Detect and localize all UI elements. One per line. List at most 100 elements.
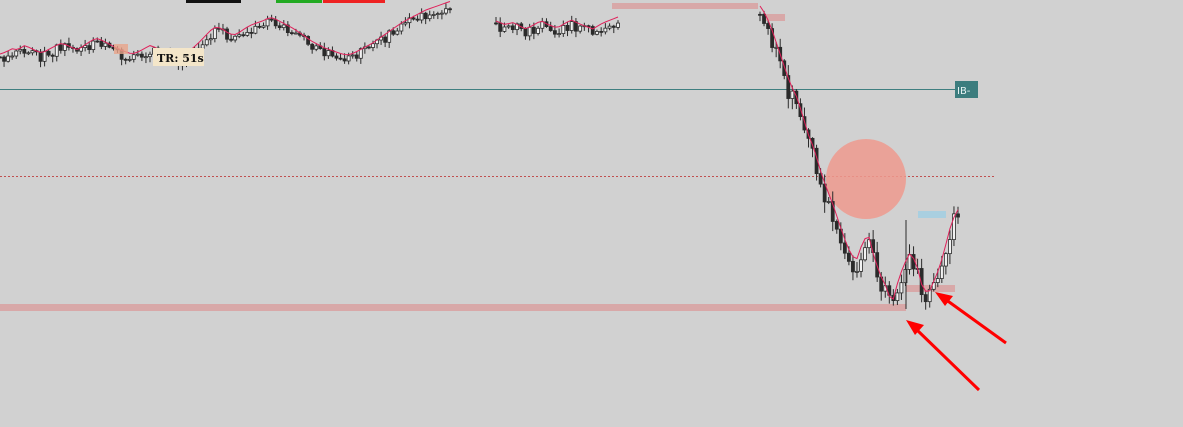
candle-body (367, 46, 371, 49)
candle-body (30, 50, 35, 54)
candle-body (502, 26, 507, 32)
candle-body (810, 137, 815, 149)
candle-body (590, 26, 595, 35)
candle-body (786, 75, 791, 99)
candle-body (935, 278, 940, 283)
candle-body (6, 55, 11, 62)
moving-average-line (759, 5, 959, 300)
moving-average-line (0, 1, 451, 59)
moving-average-line (495, 16, 619, 30)
candle-body (245, 31, 250, 36)
timer-tag-text: TR: 51s (157, 52, 204, 65)
candle-body (225, 28, 229, 40)
candle-body (257, 25, 262, 28)
candle-body (846, 252, 851, 262)
candle-body (281, 24, 286, 29)
candle-body (342, 58, 347, 62)
candle-body (444, 8, 448, 14)
candle-body (586, 25, 591, 28)
candle-body (46, 50, 51, 56)
candle-body (277, 25, 282, 29)
candle-body (237, 34, 242, 37)
candle-body (62, 43, 67, 51)
candle-body (948, 239, 952, 255)
candle-body (310, 43, 315, 50)
candle-body (830, 201, 835, 222)
candle-body (58, 44, 63, 51)
candle-body (439, 12, 444, 15)
candle-body (269, 18, 274, 21)
candle-body (285, 24, 290, 33)
candle-body (802, 116, 807, 131)
candle-body (91, 40, 96, 51)
candle-body (322, 48, 327, 57)
candle-body (448, 8, 452, 11)
candle-body (358, 48, 363, 59)
candle-body (38, 51, 43, 62)
candle-body (144, 56, 148, 59)
candle-body (770, 28, 775, 48)
candle-body (527, 26, 532, 37)
ib-label-text: IB- (957, 86, 971, 97)
small-zone-top (763, 14, 785, 21)
candlestick-series (0, 3, 960, 310)
candle-body (0, 56, 2, 59)
candle-body (758, 13, 762, 16)
candle-body (294, 32, 298, 35)
candle-body (95, 40, 100, 43)
candle-body (565, 25, 570, 31)
candle-body (229, 38, 233, 41)
candle-body (415, 18, 420, 21)
candle-body (399, 23, 404, 32)
candle-body (346, 55, 351, 62)
support-zone-long (0, 304, 906, 311)
candle-body (103, 42, 108, 47)
candle-body (863, 247, 867, 261)
candle-body (253, 25, 258, 34)
candle-body (895, 292, 900, 302)
candle-body (616, 22, 620, 28)
candle-body (510, 25, 515, 31)
candle-body (774, 46, 779, 49)
ib-label: IB- (955, 81, 978, 98)
candle-body (249, 31, 254, 34)
candle-body (574, 21, 578, 32)
candle-body (923, 294, 928, 303)
candle-body (273, 19, 278, 27)
candle-body (506, 25, 511, 28)
candle-body (939, 265, 944, 279)
candle-body (148, 53, 152, 58)
candle-body (782, 60, 787, 76)
candle-body (903, 269, 908, 284)
candle-body (387, 30, 392, 43)
candle-body (943, 253, 948, 267)
candle-body (859, 259, 863, 272)
top-resistance-zone (612, 3, 758, 9)
candle-body (204, 39, 209, 46)
arrow-lower (906, 320, 981, 392)
candle-body (423, 12, 428, 20)
candle-body (241, 34, 246, 37)
candle-body (22, 48, 27, 54)
candle-body (927, 288, 932, 303)
candle-body (395, 30, 400, 35)
candle-body (431, 14, 436, 16)
candle-body (956, 213, 960, 218)
candle-body (18, 48, 23, 52)
candle-body (261, 25, 266, 28)
candle-body (578, 25, 583, 32)
candle-body (127, 58, 132, 61)
candle-body (391, 30, 396, 35)
candle-body (54, 44, 59, 57)
top-bar-black (186, 0, 241, 3)
candle-body (354, 54, 359, 59)
candle-body (403, 22, 408, 25)
candle-body (265, 18, 270, 27)
top-bar-green (276, 0, 322, 3)
candle-body (427, 14, 432, 20)
candle-body (26, 52, 31, 55)
candle-body (2, 56, 6, 62)
candle-body (350, 54, 355, 57)
top-bar-red (323, 0, 385, 3)
